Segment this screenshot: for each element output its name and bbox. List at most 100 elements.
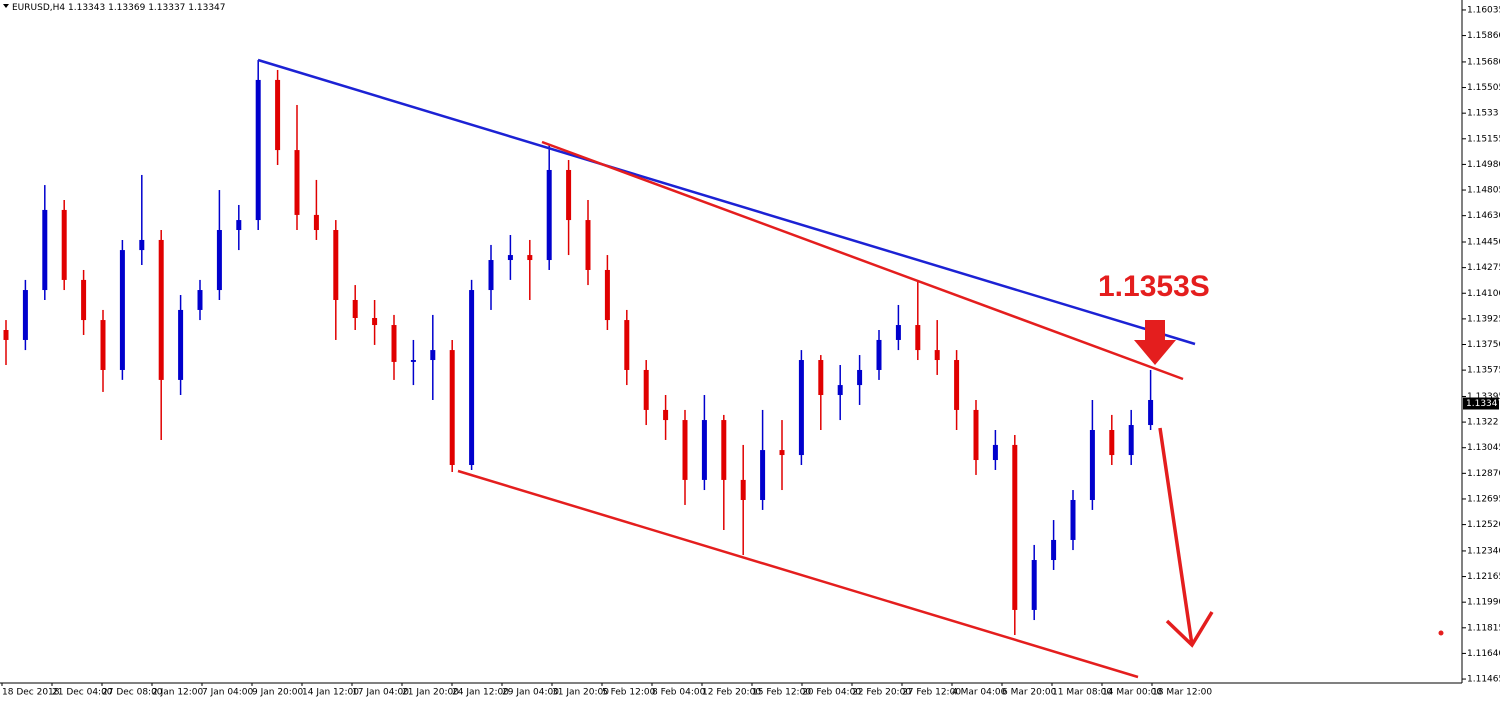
candle-body	[1148, 399, 1154, 426]
candle-body	[61, 209, 67, 280]
y-tick-label: 1.13925	[1467, 314, 1500, 324]
y-tick-label: 1.15505	[1467, 83, 1500, 93]
candle-body	[119, 250, 125, 370]
x-tick-label: 15 Feb 12:00	[752, 688, 811, 698]
down-arrow	[1158, 427, 1214, 648]
candle-body	[42, 209, 48, 291]
x-tick-label: 14 Jan 12:00	[302, 688, 359, 698]
candle-body	[430, 350, 436, 361]
candle-body	[1031, 560, 1037, 610]
x-tick-label: 22 Feb 20:00	[852, 688, 911, 698]
x-tick-label: 9 Jan 20:00	[252, 688, 304, 698]
candle-body	[798, 360, 804, 456]
candle-body	[527, 255, 533, 261]
y-tick-label: 1.14980	[1467, 160, 1500, 170]
candle-body	[585, 220, 591, 270]
candle-body	[178, 309, 184, 380]
last-price-box	[1463, 397, 1499, 410]
candle-body	[275, 79, 281, 151]
header-high: 1.13369	[108, 3, 145, 13]
x-tick-label: 7 Jan 04:00	[202, 688, 254, 698]
y-tick-label: 1.13045	[1467, 443, 1500, 453]
candle-body	[1012, 444, 1018, 610]
x-tick-label: 14 Mar 00:00	[1102, 688, 1162, 698]
y-tick-label: 1.15680	[1467, 57, 1500, 67]
candle-body	[469, 290, 475, 465]
candle-body	[566, 169, 572, 221]
channel-top	[541, 140, 1184, 381]
annotation: 1.1353S	[1098, 270, 1210, 303]
y-tick-label: 1.13395	[1467, 392, 1500, 402]
channel-bottom	[457, 469, 1139, 679]
candle-body	[488, 260, 494, 291]
candle-body	[857, 369, 863, 386]
candle-body	[721, 420, 727, 480]
candle-body	[255, 79, 261, 221]
y-tick-label: 1.11640	[1467, 649, 1500, 659]
candle-body	[352, 299, 358, 319]
candle-body	[954, 360, 960, 410]
candle-body	[81, 279, 87, 321]
x-tick-label: 18 Mar 12:00	[1152, 688, 1212, 698]
candle-body	[3, 330, 9, 340]
candle-body	[701, 420, 707, 480]
x-tick-label: 8 Feb 04:00	[652, 688, 706, 698]
candle-body	[1070, 499, 1076, 540]
x-tick-label: 20 Feb 04:00	[802, 688, 861, 698]
candle-body	[372, 318, 378, 326]
y-tick-label: 1.14450	[1467, 238, 1500, 248]
y-tick-label: 1.15860	[1467, 31, 1500, 41]
symbol: EURUSD,H4	[12, 3, 65, 13]
candle-body	[1109, 430, 1115, 456]
candle-body	[313, 214, 319, 231]
x-tick-label: 24 Jan 12:00	[452, 688, 509, 698]
y-tick-label: 1.14630	[1467, 211, 1500, 221]
dot	[1438, 630, 1444, 636]
y-tick-label: 1.1322	[1467, 418, 1499, 428]
candles	[3, 60, 1154, 635]
candle-body	[507, 255, 513, 261]
header-close: 1.13347	[188, 3, 225, 13]
candle-body	[22, 290, 28, 340]
y-tick-label: 1.16035	[1467, 5, 1500, 15]
candle-body	[1051, 539, 1057, 561]
header-open: 1.13343	[68, 3, 105, 13]
candle-body	[139, 239, 145, 251]
candle-body	[837, 385, 843, 396]
y-tick-label: 1.11815	[1467, 623, 1500, 633]
y-tick-label: 1.11990	[1467, 598, 1500, 608]
candle-body	[740, 479, 746, 500]
y-tick-label: 1.14275	[1467, 263, 1500, 273]
candle-body	[449, 350, 455, 465]
last-price-label: 1.13347	[1466, 399, 1500, 409]
y-tick-label: 1.14805	[1467, 186, 1500, 196]
y-tick-label: 1.12695	[1467, 494, 1500, 504]
chart-header: EURUSD,H4 1.13343 1.13369 1.13337 1.1334…	[12, 3, 226, 13]
header-low: 1.13337	[148, 3, 185, 13]
y-tick-label: 1.12520	[1467, 520, 1500, 530]
candle-body	[333, 230, 339, 300]
y-tick-label: 1.13750	[1467, 340, 1500, 350]
candle-body	[236, 220, 242, 231]
x-tick-label: 11 Mar 08:00	[1052, 688, 1112, 698]
candle-body	[760, 450, 766, 500]
x-tick-label: 21 Jan 20:00	[402, 688, 459, 698]
x-tick-label: 27 Dec 08:00	[102, 688, 163, 698]
x-tick-label: 21 Dec 04:00	[52, 688, 113, 698]
candle-body	[663, 409, 669, 421]
down-marker	[1134, 320, 1176, 365]
x-tick-label: 12 Feb 20:00	[702, 688, 761, 698]
x-tick-label: 5 Feb 12:00	[602, 688, 656, 698]
y-tick-label: 1.12340	[1467, 546, 1500, 556]
x-tick-label: 31 Jan 20:00	[552, 688, 609, 698]
candle-body	[391, 325, 397, 362]
candle-body	[294, 150, 300, 215]
x-tick-label: 27 Feb 12:00	[902, 688, 961, 698]
candle-body	[779, 450, 785, 456]
candle-body	[643, 369, 649, 410]
y-tick-label: 1.12165	[1467, 572, 1500, 582]
candle-body	[604, 269, 610, 321]
candle-body	[624, 320, 630, 370]
